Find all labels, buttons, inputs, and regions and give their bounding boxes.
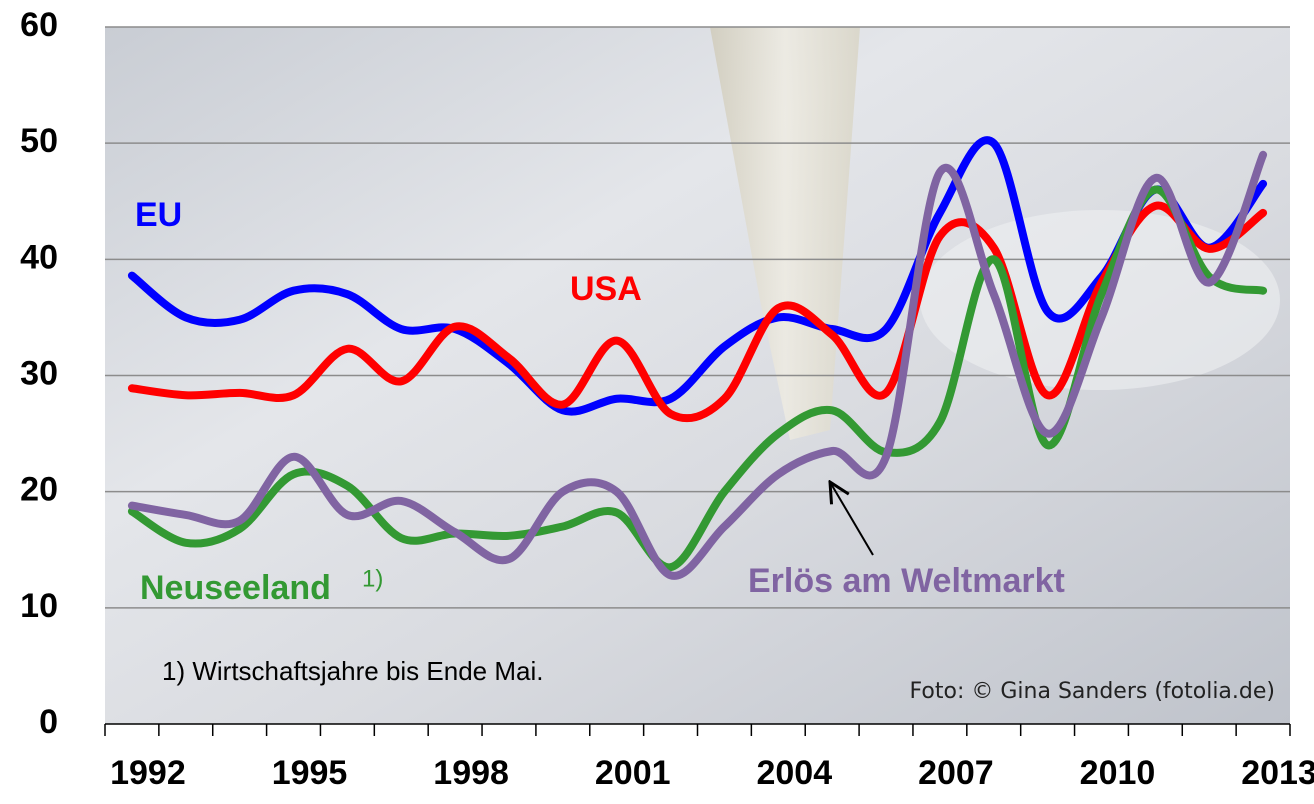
x-tick-label: 2007: [918, 754, 994, 792]
photo-credit: Foto: © Gina Sanders (fotolia.de): [910, 679, 1275, 704]
x-tick-label: 1992: [110, 754, 186, 792]
chart: EU USA Neuseeland 1) Erlös am Weltmarkt …: [0, 0, 1314, 804]
y-tick-label: 50: [20, 122, 58, 160]
y-tick-label: 40: [20, 238, 58, 276]
y-tick-label: 0: [39, 703, 58, 741]
x-tick-label: 2004: [756, 754, 832, 792]
footnote-marker: 1): [362, 565, 383, 592]
x-tick-label: 2013: [1241, 754, 1314, 792]
y-tick-label: 60: [20, 6, 58, 44]
series-label: USA: [570, 270, 642, 308]
x-tick-label: 1995: [272, 754, 348, 792]
y-tick-label: 10: [20, 587, 58, 625]
series-label: Erlös am Weltmarkt: [748, 562, 1065, 600]
y-tick-label: 20: [20, 471, 58, 509]
series-label: EU: [135, 196, 182, 234]
x-tick-label: 2001: [595, 754, 671, 792]
series-label: Neuseeland: [140, 569, 331, 607]
footnote: 1) Wirtschaftsjahre bis Ende Mai.: [162, 656, 543, 686]
x-tick-label: 2010: [1080, 754, 1156, 792]
x-tick-label: 1998: [433, 754, 509, 792]
y-tick-label: 30: [20, 354, 58, 392]
